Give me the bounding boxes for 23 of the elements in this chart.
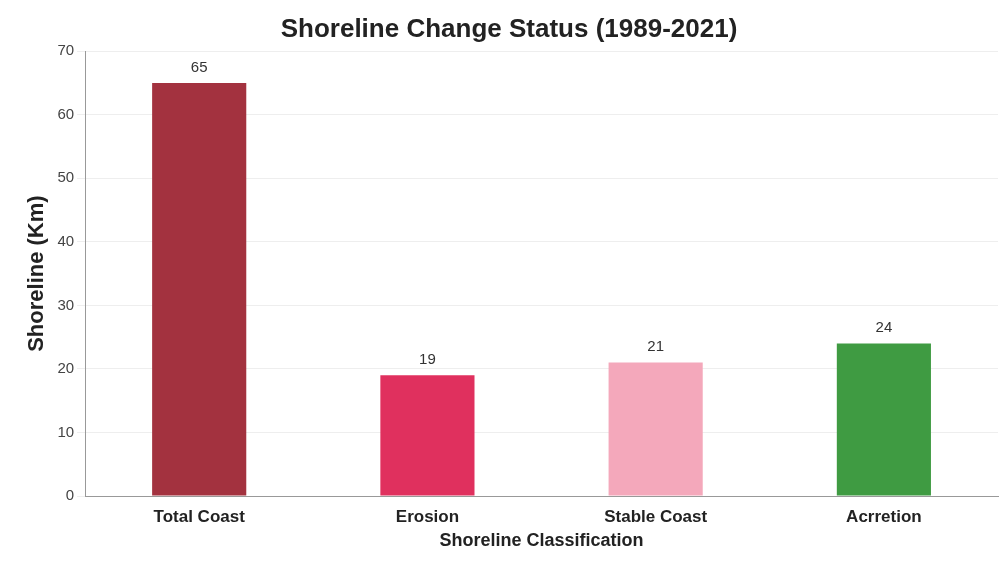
y-tick-label: 0	[65, 486, 75, 504]
data-label: 65	[190, 57, 208, 75]
y-tick-label: 10	[57, 422, 75, 440]
bar	[380, 375, 475, 496]
y-tick-label: 60	[57, 104, 75, 122]
chart-title: Shoreline Change Status (1989-2021)	[280, 12, 738, 43]
data-label: 24	[875, 318, 893, 336]
data-label: 19	[419, 349, 436, 367]
x-tick-label: Total Coast	[153, 506, 246, 526]
y-tick-label: 40	[57, 231, 75, 249]
y-tick-label: 20	[57, 359, 75, 377]
y-tick-label: 70	[57, 41, 75, 59]
y-axis-title: Shoreline (Km)	[23, 195, 49, 352]
data-label: 21	[647, 337, 664, 355]
y-tick-label: 50	[57, 168, 75, 186]
bar	[152, 82, 247, 496]
x-axis-title: Shoreline Classification	[439, 530, 644, 551]
x-tick-label: Acrretion	[846, 506, 922, 526]
x-tick-label: Stable Coast	[604, 506, 708, 526]
bar	[836, 343, 931, 496]
y-tick-label: 30	[57, 295, 75, 313]
bar	[608, 362, 703, 496]
x-tick-label: Erosion	[395, 506, 460, 526]
